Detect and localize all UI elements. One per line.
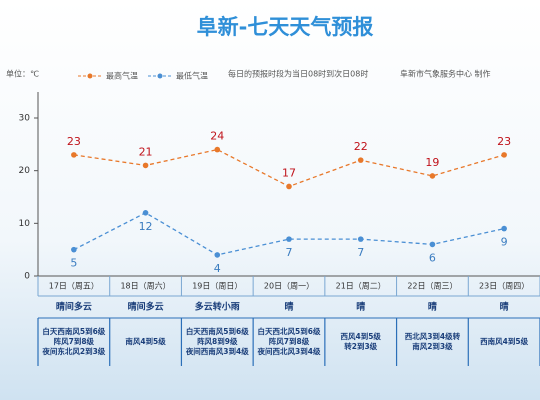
data-label: 7 [357,246,364,259]
data-label: 12 [139,220,153,233]
data-point [357,157,364,163]
chart-title: 阜新-七天天气预报 [197,15,374,39]
legend-marker [87,73,93,79]
data-label: 19 [425,156,439,169]
wind-label: 转2到3级 [344,341,377,351]
legend-label: 最低气温 [176,71,208,81]
date-label: 18日（周六） [120,281,170,291]
data-label: 22 [354,140,368,153]
data-label: 21 [139,145,153,158]
data-point [501,225,507,232]
data-point [429,241,436,248]
wind-label: 白天西南风5到6级 [186,326,249,336]
data-point [142,210,149,216]
legend: 最高气温 最低气温 [78,71,208,81]
weather-label: 多云转小雨 [195,301,240,313]
weather-label: 晴间多云 [56,301,92,313]
date-label: 20日（周一） [264,282,314,291]
date-label: 23日（周四） [479,282,529,291]
wind-label: 夜间西北风3到4级 [257,346,321,356]
legend-label: 最高气温 [106,71,138,81]
wind-label: 西南风4到5级 [480,336,528,346]
wind-label: 阵风7到8级 [269,336,310,346]
data-point [286,183,292,190]
data-point [429,173,436,179]
weather-label: 晴 [428,301,437,313]
wind-label: 夜间东北风2到3级 [41,346,105,356]
unit-label: 单位：℃ [6,69,39,79]
data-label: 23 [67,135,81,148]
wind-label: 阵风8到9级 [197,336,238,346]
weather-label: 晴 [284,301,293,313]
data-point [71,246,77,253]
wind-label: 白天西南风5到6级 [42,326,105,336]
plot-area: 0 10 20 30 23 21 24 17 22 19 23 5 12 4 7 7 6 9 [19,92,540,282]
wind-label: 南风2到3级 [412,341,453,351]
wind-label: 白天西北风5到6级 [258,326,321,336]
y-tick-label: 30 [19,114,31,124]
weather-label: 晴间多云 [128,301,164,313]
data-label: 17 [282,166,296,179]
date-label: 22日（周三） [407,282,457,291]
data-point [286,236,292,242]
y-tick-label: 20 [19,166,31,176]
data-label: 5 [70,257,77,270]
legend-marker [157,73,163,79]
date-label: 21日（周二） [336,282,386,291]
wind-label: 西风4到5级 [340,331,381,341]
data-label: 4 [214,262,221,275]
wind-label: 夜间西南风3到4级 [185,346,249,356]
data-point [357,236,364,242]
data-label: 7 [286,246,293,259]
data-label: 24 [210,130,224,143]
data-label: 9 [501,236,508,249]
wind-label: 阵风7到8级 [54,336,95,346]
data-point [501,152,507,158]
wind-label: 南风4到5级 [125,336,166,346]
wind-label: 西北风3到4级转 [405,331,461,341]
y-tick-label: 10 [19,219,31,229]
data-label: 23 [497,135,511,148]
data-label: 6 [429,251,436,264]
date-label: 19日（周日） [192,282,242,291]
data-point [71,152,77,158]
forecast-table: 17日（周五）晴间多云白天西南风5到6级阵风7到8级夜间东北风2到3级18日（周… [37,276,540,366]
date-label: 17日（周五） [49,282,99,291]
data-point [214,146,221,153]
weather-label: 晴 [500,301,509,313]
data-point [214,252,221,258]
source: 阜新市气象服务中心 制作 [400,69,491,79]
note: 每日的预报时段为当日08时到次日08时 [228,69,368,79]
data-point [142,162,149,169]
y-tick-label: 0 [24,272,30,282]
weather-label: 晴 [356,301,365,313]
